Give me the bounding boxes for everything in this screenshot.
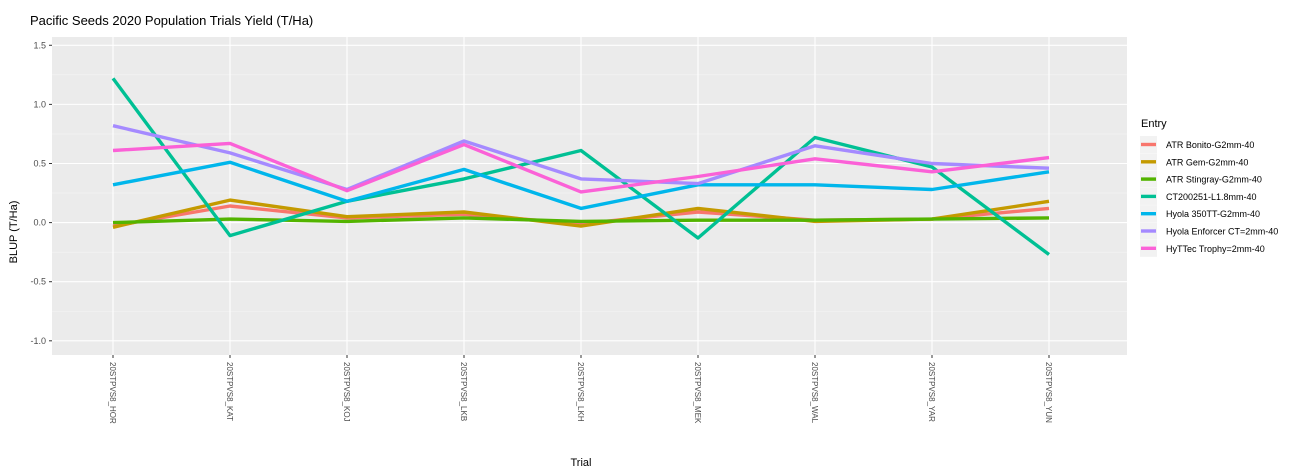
legend-label: Hyola 350TT-G2mm-40	[1166, 209, 1260, 219]
legend-label: ATR Stingray-G2mm-40	[1166, 175, 1262, 185]
series-line-3	[112, 216, 1050, 225]
y-tick-label: 0.5	[33, 158, 46, 168]
legend-label: ATR Bonito-G2mm-40	[1166, 140, 1254, 150]
legend-title: Entry	[1141, 118, 1167, 130]
plot-panel	[52, 37, 1127, 355]
legend-label: ATR Gem-G2mm-40	[1166, 157, 1248, 167]
series-line-6	[112, 124, 1050, 192]
x-tick-label: 20STPVS8_LKB	[459, 362, 468, 421]
y-axis-title: BLUP (T/Ha)	[8, 201, 20, 264]
y-tick-label: -1.0	[30, 336, 46, 346]
legend-label: CT200251-L1.8mm-40	[1166, 192, 1257, 202]
series-lines	[111, 77, 1051, 256]
legend-label: HyTTec Trophy=2mm-40	[1166, 244, 1265, 254]
x-tick-label: 20STPVS8_YAR	[927, 362, 936, 422]
series-line-5	[112, 160, 1050, 211]
panel-background	[52, 37, 1127, 355]
x-tick-label: 20STPVS8_HOR	[108, 362, 117, 424]
x-tick-label: 20STPVS8_KOJ	[342, 362, 351, 422]
legend: Entry ATR Bonito-G2mm-40 ATR Gem-G2mm-40 A…	[1140, 118, 1278, 257]
legend-label: Hyola Enforcer CT=2mm-40	[1166, 227, 1278, 237]
y-tick-label: 1.0	[33, 99, 46, 109]
x-tick-label: 20STPVS8_MEK	[693, 362, 702, 424]
x-axis-title: Trial	[571, 457, 592, 469]
series-line-7	[112, 141, 1050, 194]
chart-title: Pacific Seeds 2020 Population Trials Yie…	[30, 13, 313, 28]
x-tick-label: 20STPVS8_LKH	[576, 362, 585, 422]
y-tick-label: -0.5	[30, 277, 46, 287]
x-tick-label: 20STPVS8_KAT	[225, 362, 234, 421]
y-tick-label: 0.0	[33, 218, 46, 228]
x-tick-label: 20STPVS8_YUN	[1044, 362, 1053, 423]
x-axis: 20STPVS8_HOR 20STPVS8_KAT 20STPVS8_KOJ 20ST…	[108, 355, 1053, 424]
y-axis: 1.5 1.0 0.5 0.0 -0.5 -1.0	[30, 40, 52, 346]
x-tick-label: 20STPVS8_WAL	[810, 362, 819, 424]
y-tick-label: 1.5	[33, 40, 46, 50]
